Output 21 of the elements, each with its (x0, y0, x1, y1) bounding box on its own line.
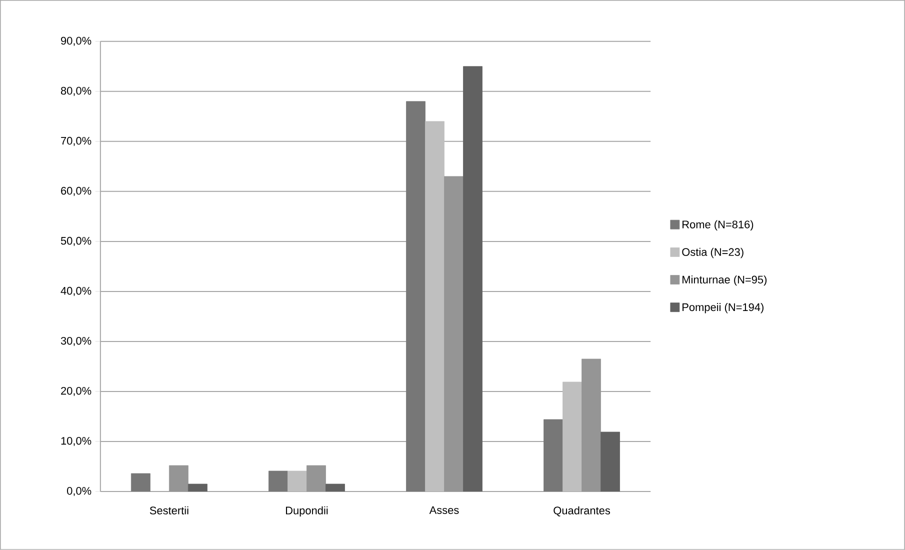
x-tick-label: Quadrantes (554, 506, 610, 516)
legend-label: Pompeii (N=194) (682, 303, 764, 314)
x-tick-label: Sestertii (150, 506, 188, 514)
x-tick-label: Dupondii (286, 506, 328, 517)
y-tick-label: 20,0% (61, 387, 92, 396)
bar (425, 121, 444, 492)
legend-label: Rome (N=816) (682, 220, 754, 231)
y-tick-label: 70,0% (61, 136, 92, 146)
bar (562, 382, 582, 492)
y-tick-label: 10,0% (61, 437, 92, 446)
y-tick-label: 80,0% (60, 86, 92, 96)
y-tick-label: 0,0% (67, 487, 92, 496)
x-tick-label: Asses (429, 506, 459, 514)
y-tick-label: 90,0% (61, 36, 92, 46)
y-tick-label: 30,0% (60, 336, 92, 346)
y-tick-label: 60,0% (61, 186, 92, 196)
y-tick-label: 50,0% (60, 236, 92, 246)
legend-label: Minturnae (N=95) (682, 275, 767, 286)
y-tick-label: 40,0% (60, 286, 92, 296)
legend-label: Ostia (N=23) (682, 248, 744, 258)
bar (288, 470, 307, 492)
